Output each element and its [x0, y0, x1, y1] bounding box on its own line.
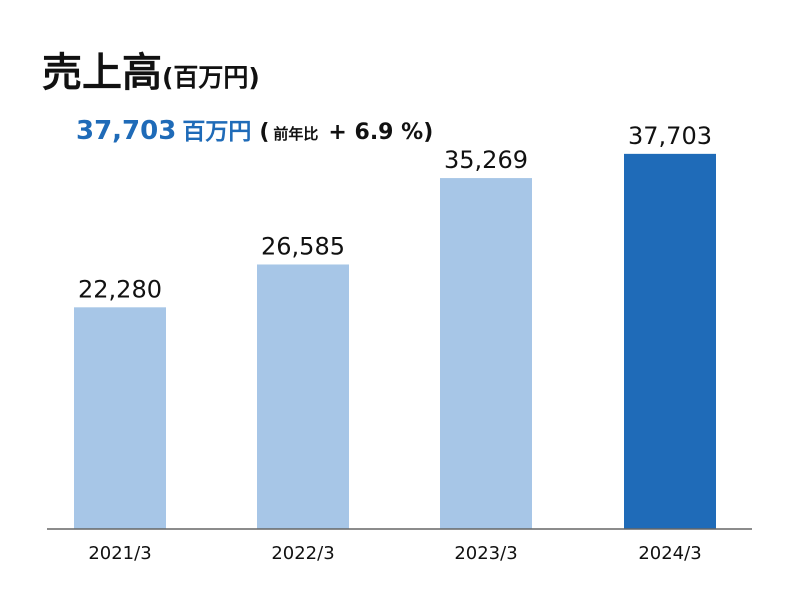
title-text: 売上高	[42, 50, 162, 96]
x-tick-label: 2022/3	[271, 543, 334, 564]
data-label: 35,269	[444, 146, 528, 174]
bar-2023/3	[440, 178, 532, 529]
x-tick-label: 2023/3	[454, 543, 517, 564]
summary-value: 37,703	[76, 116, 177, 146]
yoy-label: 前年比	[273, 125, 319, 143]
data-label: 22,280	[78, 275, 162, 303]
bar-2021/3	[74, 307, 166, 529]
title-unit: (百万円)	[162, 63, 260, 92]
summary-line: 37,703 百万円 (前年比 + 6.9 %)	[76, 112, 433, 146]
bar-2022/3	[257, 264, 349, 529]
summary-open-paren: (	[259, 120, 270, 145]
bar-2024/3	[624, 153, 716, 529]
chart-title: 売上高(百万円)	[42, 40, 260, 98]
data-label: 37,703	[628, 122, 712, 150]
x-tick-label: 2024/3	[638, 543, 701, 564]
x-tick-label: 2021/3	[88, 543, 151, 564]
data-label: 26,585	[261, 232, 345, 260]
yoy-value: + 6.9 %)	[328, 120, 434, 145]
summary-unit: 百万円	[182, 119, 252, 145]
